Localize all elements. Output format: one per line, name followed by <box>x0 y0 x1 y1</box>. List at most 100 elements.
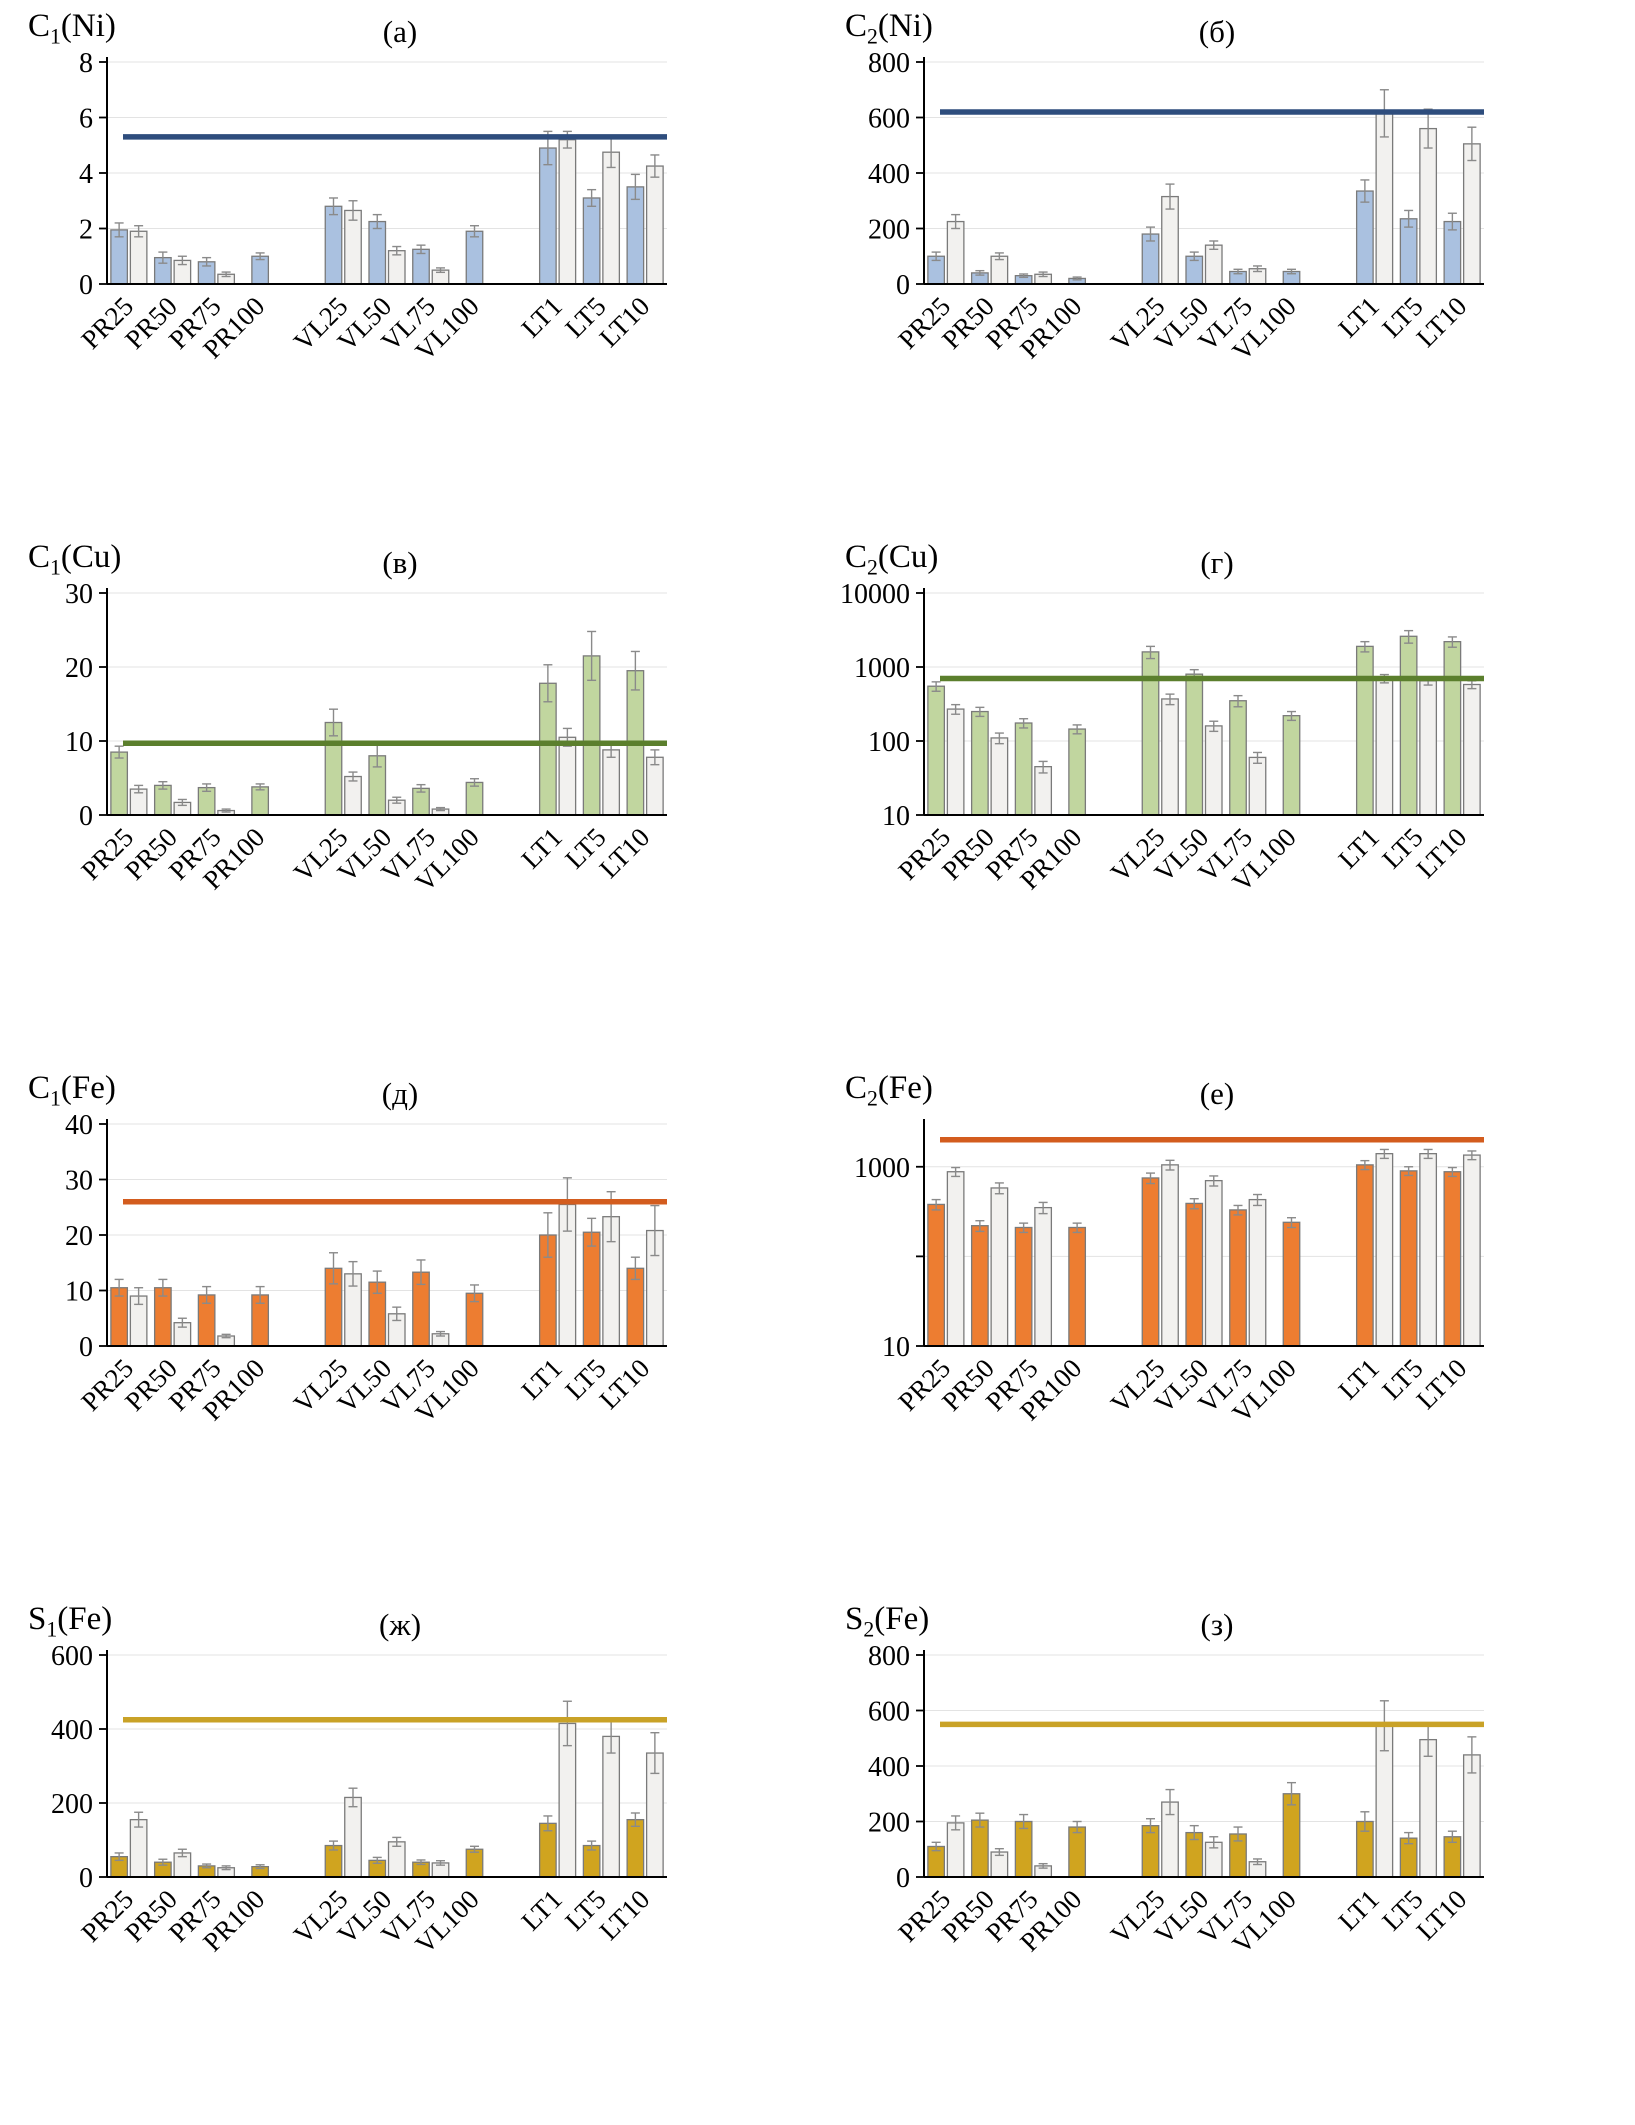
bar-series1 <box>582 1231 601 1347</box>
bar-series2 <box>1462 683 1481 816</box>
y-tick-label: 0 <box>79 801 93 832</box>
y-tick-label: 2 <box>79 215 93 246</box>
chart-title-base: C <box>845 539 868 575</box>
bar-series1 <box>1355 645 1374 816</box>
bar-series2 <box>990 255 1009 285</box>
panel-label: (б) <box>1198 14 1236 49</box>
panel-label: (з) <box>1200 1607 1234 1642</box>
y-tick-label: 10 <box>882 801 910 832</box>
bar-series2 <box>1204 725 1223 816</box>
y-tick-label: 0 <box>896 1863 910 1894</box>
bar-series2 <box>990 737 1009 816</box>
bar-series2 <box>1248 1198 1267 1347</box>
y-tick-label: 10 <box>65 727 93 758</box>
y-tick-label: 0 <box>79 1332 93 1363</box>
bar-series1 <box>927 1203 946 1347</box>
y-tick-label: 0 <box>79 1863 93 1894</box>
chart-title-sub: 2 <box>867 555 878 580</box>
bar-series2 <box>344 1796 362 1878</box>
y-tick-label: 600 <box>868 104 910 135</box>
bar-series2 <box>387 1841 406 1878</box>
bar-series2 <box>990 1187 1009 1347</box>
panel-label: (д) <box>381 1076 419 1111</box>
chart-header: C2(Ni) (б) <box>817 6 1635 52</box>
x-tick-label: LT10 <box>593 822 655 884</box>
bar-series2 <box>1419 1153 1438 1347</box>
bar-series1 <box>582 197 601 285</box>
y-tick-label: 20 <box>65 1221 93 1252</box>
bar-series2 <box>1161 698 1179 816</box>
bar-series2 <box>344 209 362 285</box>
y-tick-label: 200 <box>868 1808 910 1839</box>
y-tick-label: 800 <box>868 52 910 79</box>
y-tick-label: 8 <box>79 52 93 79</box>
panel-label: (а) <box>382 14 418 49</box>
bar-series1 <box>251 255 270 285</box>
chart-title-base: C <box>28 8 51 44</box>
chart-panel-e: C2(Fe) (е) PR25 PR50 PR75 PR100 VL25 VL50 VL75… <box>817 1062 1635 1593</box>
bar-series1 <box>1229 700 1247 816</box>
bar-series1 <box>1399 218 1418 285</box>
chart-title-rest: (Fe) <box>877 1070 933 1106</box>
bar-series1 <box>1443 220 1462 285</box>
chart-title-rest: (Fe) <box>57 1601 113 1637</box>
bar-series2 <box>1375 677 1394 816</box>
y-tick-label: 4 <box>79 159 93 190</box>
chart-title-sub: 1 <box>46 1617 58 1642</box>
chart-panel-zh: S1(Fe) (ж) PR25 PR50 PR75 PR100 VL25 VL50 VL75… <box>0 1593 817 2124</box>
bar-series1 <box>970 1225 989 1347</box>
chart-panel-g: C2(Cu) (г) PR25 PR50 PR75 PR100 VL25 VL50 VL75… <box>817 531 1635 1062</box>
bar-series2 <box>1419 680 1438 816</box>
bar-series2 <box>645 165 664 285</box>
chart-title: S2(Fe) <box>845 1601 929 1643</box>
bar-series1 <box>1068 1826 1087 1878</box>
chart-title-rest: (Cu) <box>60 539 122 575</box>
x-tick-label: LT1 <box>1333 822 1385 874</box>
bar-series1 <box>1185 1202 1204 1347</box>
y-tick-label: 0 <box>79 270 93 301</box>
chart-header: C1(Ni) (а) <box>0 6 817 52</box>
bar-series1 <box>110 229 129 285</box>
bar-series2 <box>1462 143 1481 285</box>
bar-series1 <box>251 786 270 816</box>
bar-series1 <box>465 781 484 816</box>
bar-series2 <box>558 1722 577 1878</box>
bar-series1 <box>153 784 172 816</box>
bar-series2 <box>1419 1738 1438 1878</box>
chart-title-base: C <box>28 539 51 575</box>
chart-title-base: S <box>845 1601 864 1637</box>
bar-series2 <box>129 230 148 285</box>
bar-series1 <box>110 751 129 816</box>
y-tick-label: 20 <box>65 653 93 684</box>
bar-series2 <box>1034 766 1053 816</box>
y-tick-label: 10 <box>65 1277 93 1308</box>
y-tick-label: 200 <box>868 215 910 246</box>
bar-series2 <box>558 139 577 285</box>
chart-header: S2(Fe) (з) <box>817 1599 1635 1645</box>
chart-title-base: C <box>28 1070 51 1106</box>
bar-series2 <box>1204 1179 1223 1347</box>
x-tick-label: LT10 <box>1410 1884 1472 1946</box>
bar-series2 <box>946 708 965 816</box>
chart-title: C2(Fe) <box>845 1070 933 1112</box>
y-tick-label: 6 <box>79 104 93 135</box>
bar-series1 <box>1282 715 1301 816</box>
chart-title-sub: 1 <box>50 555 61 580</box>
bar-series2 <box>602 151 621 285</box>
bar-series1 <box>626 186 645 285</box>
chart-title-sub: 2 <box>867 1086 878 1111</box>
chart-header: C1(Cu) (в) <box>0 537 817 583</box>
x-tick-label: LT10 <box>593 1884 655 1946</box>
bar-series2 <box>1248 756 1267 816</box>
chart-title: C2(Ni) <box>845 8 933 50</box>
x-tick-label: LT1 <box>1333 291 1385 343</box>
bar-series2 <box>1204 244 1223 285</box>
chart-title-rest: (Fe) <box>60 1070 116 1106</box>
